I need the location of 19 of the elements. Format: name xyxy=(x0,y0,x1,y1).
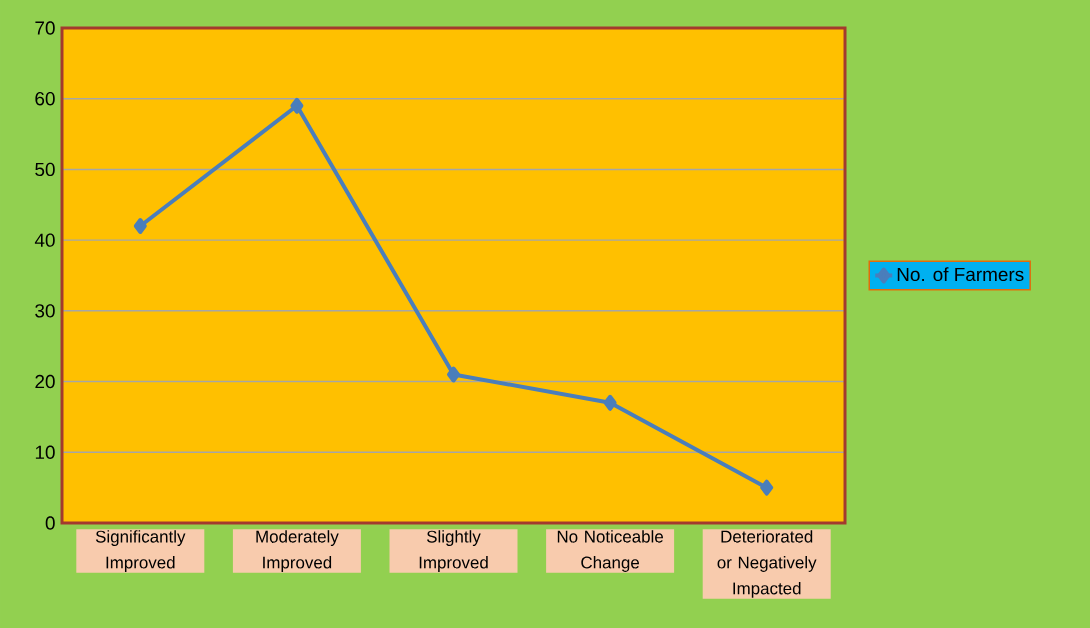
point xyxy=(133,217,147,234)
y-tick-label: 40 xyxy=(34,233,55,247)
y-tick-label: 60 xyxy=(35,92,55,106)
y-tick-label: 30 xyxy=(35,304,55,318)
point xyxy=(760,479,774,496)
x-tick-label: No Noticeable Change xyxy=(557,530,663,572)
x-tick-label: Significantly Improved xyxy=(95,530,186,572)
point xyxy=(447,366,461,383)
point xyxy=(290,97,304,114)
y-tick-label: 50 xyxy=(35,162,55,177)
legend-label: No. of Farmers xyxy=(897,267,1024,282)
y-tick-label: 20 xyxy=(35,374,55,389)
y-tick-label: 0 xyxy=(45,516,55,530)
y-tick-label: 70 xyxy=(35,21,55,35)
point xyxy=(603,394,617,411)
x-tick-label: Deteriorated or Negatively Impacted xyxy=(717,530,817,598)
x-tick-label: Slightly Improved xyxy=(419,530,488,572)
y-tick-label: 10 xyxy=(35,445,55,459)
x-tick-label: Moderately Improved xyxy=(256,530,339,572)
